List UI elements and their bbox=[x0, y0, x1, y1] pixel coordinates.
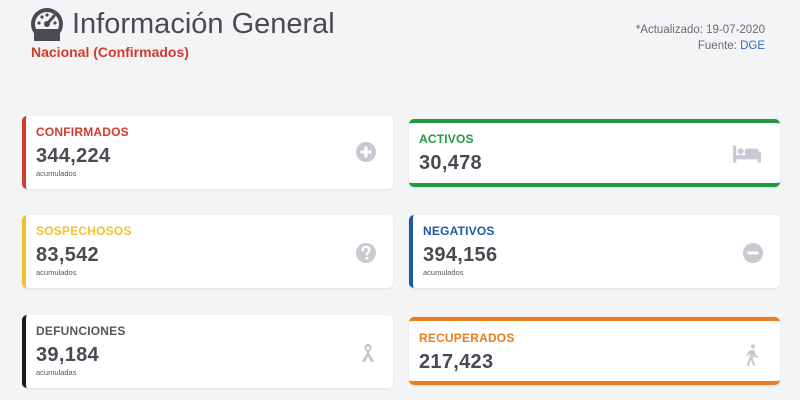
card-recuperados: RECUPERADOS 217,423 bbox=[409, 317, 780, 385]
page-header: Información General Nacional (Confirmado… bbox=[30, 6, 335, 60]
card-defunciones: DEFUNCIONES 39,184 acumuladas bbox=[22, 315, 393, 388]
card-label: CONFIRMADOS bbox=[36, 125, 129, 139]
card-label: SOSPECHOSOS bbox=[36, 224, 132, 238]
walking-person-icon bbox=[746, 344, 759, 366]
title-row: Información General bbox=[30, 6, 335, 42]
card-value: 30,478 bbox=[419, 152, 482, 174]
source-line: Fuente: DGE bbox=[636, 38, 765, 54]
card-value: 344,224 bbox=[36, 145, 111, 167]
updated-date: *Actualizado: 19-07-2020 bbox=[635, 24, 765, 36]
card-value: 39,184 bbox=[36, 344, 99, 366]
card-label: NEGATIVOS bbox=[423, 224, 495, 238]
card-note: acumulados bbox=[36, 169, 77, 178]
card-label: ACTIVOS bbox=[419, 132, 474, 146]
source-link[interactable]: DGE bbox=[740, 40, 765, 52]
card-confirmados: CONFIRMADOS 344,224 acumulados bbox=[22, 116, 393, 189]
bed-icon bbox=[733, 145, 761, 163]
card-note: acumulados bbox=[36, 268, 77, 277]
plus-circle-icon bbox=[356, 142, 376, 162]
card-value: 217,423 bbox=[419, 351, 494, 373]
card-negativos: NEGATIVOS 394,156 acumulados bbox=[409, 215, 780, 288]
ribbon-icon bbox=[362, 344, 374, 363]
question-circle-icon bbox=[356, 243, 376, 263]
dashboard-gauge-icon bbox=[31, 8, 63, 41]
card-note: acumulados bbox=[423, 268, 464, 277]
card-note: acumuladas bbox=[36, 368, 77, 377]
card-label: DEFUNCIONES bbox=[36, 324, 126, 338]
page-subtitle: Nacional (Confirmados) bbox=[31, 44, 189, 60]
card-sospechosos: SOSPECHOSOS 83,542 acumulados bbox=[22, 215, 393, 288]
card-label: RECUPERADOS bbox=[419, 331, 515, 345]
card-activos: ACTIVOS 30,478 bbox=[409, 119, 780, 187]
source-label: Fuente: bbox=[697, 40, 737, 52]
page-title: Información General bbox=[72, 8, 335, 40]
minus-circle-icon bbox=[743, 243, 763, 263]
card-value: 83,542 bbox=[36, 244, 99, 266]
update-info: *Actualizado: 19-07-2020 Fuente: DGE bbox=[636, 22, 765, 54]
card-value: 394,156 bbox=[423, 244, 498, 266]
